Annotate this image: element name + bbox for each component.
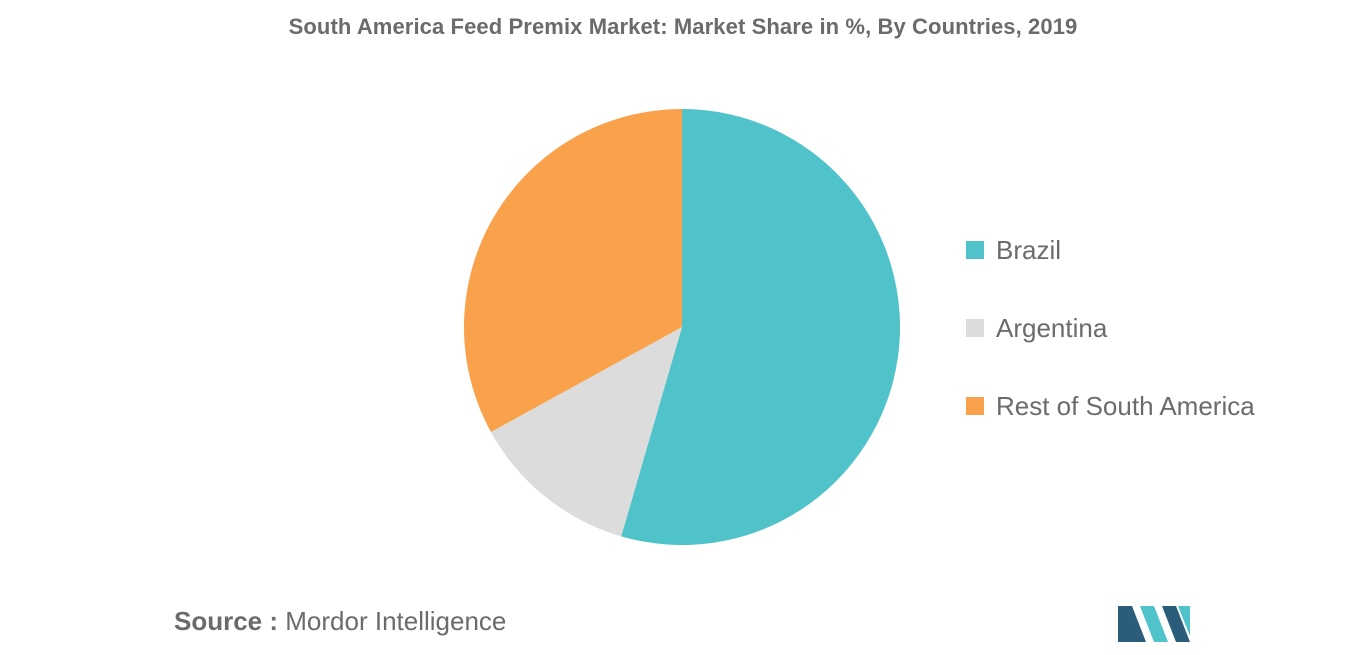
legend-item-brazil: Brazil — [966, 228, 1255, 272]
chart-title: South America Feed Premix Market: Market… — [288, 14, 1078, 39]
mordor-intelligence-logo — [1118, 606, 1190, 642]
legend-label-argentina: Argentina — [996, 312, 1108, 343]
legend-item-argentina: Argentina — [966, 306, 1255, 350]
source-text: Mordor Intelligence — [285, 606, 507, 636]
pie-slice-brazil — [621, 109, 901, 545]
pie-slices — [464, 109, 901, 545]
pie-slice-rest-of-south-america — [464, 109, 682, 433]
legend-swatch-brazil — [966, 241, 984, 259]
logo-shape-middle — [1140, 606, 1168, 642]
logo-shape-right-accent — [1178, 606, 1190, 636]
legend-swatch-rest-of-south-america — [966, 397, 984, 415]
logo-shape-left — [1118, 606, 1146, 642]
logo-shape-right — [1162, 606, 1190, 642]
legend-swatch-argentina — [966, 319, 984, 337]
legend-label-rest-of-south-america: Rest of South America — [996, 390, 1255, 421]
source-note: Source : Mordor Intelligence — [174, 606, 506, 637]
legend: Brazil Argentina Rest of South America — [966, 228, 1255, 462]
pie-slice-argentina — [490, 327, 682, 537]
legend-label-brazil: Brazil — [996, 234, 1062, 265]
source-label: Source : — [174, 606, 279, 636]
legend-item-rest-of-south-america: Rest of South America — [966, 384, 1255, 428]
